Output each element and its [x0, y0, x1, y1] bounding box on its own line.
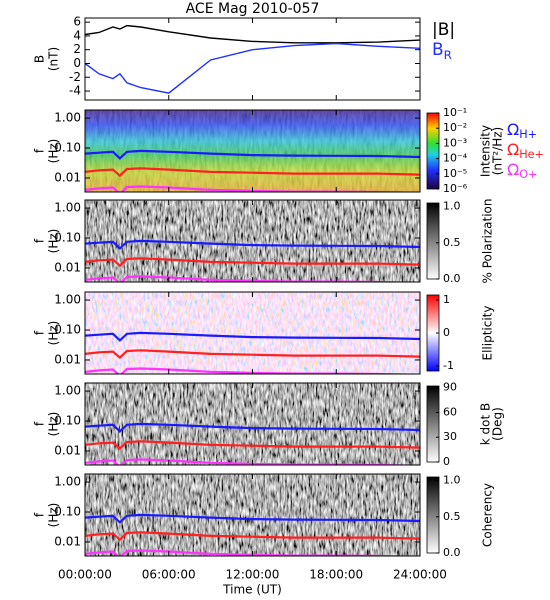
series-line: [85, 167, 420, 178]
colorbar-tick-label: 0.5: [443, 236, 461, 249]
colorbar-tick-label: 1: [443, 293, 450, 306]
y-tick-label: 0.01: [54, 170, 81, 184]
y-axis-label: (Hz): [47, 139, 61, 164]
legend-label: ΩHe+: [507, 140, 544, 162]
series-line: [85, 331, 420, 342]
y-tick-label: 0.01: [54, 260, 81, 274]
y-tick-label: 0.01: [54, 352, 81, 366]
colorbar: [426, 202, 440, 280]
colorbar-tick-label: 0.0: [443, 272, 461, 285]
colorbar-tick-label: 0.0: [443, 546, 461, 559]
colorbar-label: k dot B: [479, 403, 493, 445]
x-axis-label: Time (UT): [222, 583, 282, 597]
series-line: [85, 239, 420, 250]
colorbar: [426, 112, 440, 190]
legend-subscript: O+: [519, 168, 537, 181]
y-tick-label: 0.10: [54, 141, 81, 155]
series-line: [85, 422, 420, 433]
y-tick-label: 0.10: [54, 231, 81, 245]
series-line: [85, 349, 420, 360]
legend-subscript: H+: [519, 128, 537, 141]
colorbar-label: Coherency: [481, 483, 495, 547]
colorbar-tick-label: 1.0: [443, 200, 461, 213]
colorbar-tick-label: 90: [443, 381, 457, 394]
y-tick-label: 4: [73, 28, 81, 42]
y-axis-label: (Hz): [47, 321, 61, 346]
y-tick-label: 1.00: [54, 475, 81, 489]
y-tick-label: 0.10: [54, 323, 81, 337]
legend-label: ΩO+: [507, 160, 537, 182]
y-axis-label: (nT): [47, 47, 61, 71]
legend-subscript: R: [444, 48, 452, 62]
legend-name: Ω: [507, 160, 519, 179]
series-line: [85, 513, 420, 524]
colorbar-label: (nT²/Hz): [491, 127, 505, 175]
legend-label: ΩH+: [507, 120, 537, 142]
y-tick-label: 1.00: [54, 201, 81, 215]
y-tick-label: 1.00: [54, 111, 81, 125]
series-line: [85, 42, 420, 94]
legend-name: Ω: [507, 120, 519, 139]
colorbar-tick-label: 1.0: [443, 474, 461, 487]
y-tick-label: 0.10: [54, 414, 81, 428]
y-axis-label: (Hz): [47, 229, 61, 254]
colorbar-tick-label: 10⁻¹: [443, 106, 467, 119]
colorbar-label: % Polarization: [481, 199, 495, 284]
chart-title: ACE Mag 2010-057: [186, 1, 320, 17]
legend-label: BR: [432, 40, 452, 62]
y-tick-label: -4: [69, 84, 81, 98]
y-axis-label: B: [33, 55, 47, 63]
y-tick-label: 2: [73, 42, 81, 56]
series-line: [85, 24, 420, 44]
y-axis-label: f: [33, 148, 47, 153]
x-tick-label: 12:00:00: [226, 568, 280, 582]
colorbar-tick-label: -1: [443, 359, 454, 372]
colorbar-label: Ellipticity: [481, 306, 495, 361]
colorbar-tick-label: 0.5: [443, 510, 461, 523]
y-tick-label: 0.01: [54, 443, 81, 457]
y-tick-label: 1.00: [54, 384, 81, 398]
series-line: [85, 257, 420, 268]
series-line: [85, 531, 420, 542]
colorbar: [426, 385, 440, 463]
y-axis-label: f: [33, 512, 47, 517]
y-axis-label: f: [33, 238, 47, 243]
y-tick-label: 0.01: [54, 534, 81, 548]
legend-label: |B|: [432, 20, 455, 40]
x-tick-label: 00:00:00: [58, 568, 112, 582]
colorbar-tick-label: 10⁻⁴: [443, 152, 468, 165]
x-tick-label: 18:00:00: [309, 568, 363, 582]
colorbar-tick-label: 10⁻⁶: [443, 182, 468, 195]
series-line: [85, 149, 420, 160]
colorbar-tick-label: 60: [443, 405, 457, 418]
y-axis-label: f: [33, 330, 47, 335]
legend-name: B: [432, 40, 444, 60]
y-axis-label: (Hz): [47, 412, 61, 437]
colorbar: [426, 476, 440, 554]
colorbar-tick-label: 10⁻³: [443, 136, 467, 149]
colorbar-tick-label: 30: [443, 430, 457, 443]
y-tick-label: 0.10: [54, 505, 81, 519]
y-tick-label: 1.00: [54, 293, 81, 307]
colorbar-tick-label: 0: [443, 455, 450, 468]
x-tick-label: 24:00:00: [393, 568, 447, 582]
colorbar-label: Intensity: [479, 125, 493, 177]
y-tick-label: 0: [73, 56, 81, 70]
colorbar-tick-label: 10⁻⁵: [443, 167, 467, 180]
series-line: [85, 440, 420, 451]
y-axis-label: f: [33, 421, 47, 426]
panel-frame: [84, 17, 421, 101]
colorbar-tick-label: 0: [443, 326, 450, 339]
legend-subscript: He+: [519, 148, 544, 161]
colorbar-tick-label: 10⁻²: [443, 121, 467, 134]
y-axis-label: (Hz): [47, 503, 61, 528]
y-tick-label: 6: [73, 15, 81, 29]
legend-name: Ω: [507, 140, 519, 159]
y-tick-label: -2: [69, 70, 81, 84]
colorbar-label: (Deg): [491, 407, 505, 441]
x-tick-label: 06:00:00: [142, 568, 196, 582]
